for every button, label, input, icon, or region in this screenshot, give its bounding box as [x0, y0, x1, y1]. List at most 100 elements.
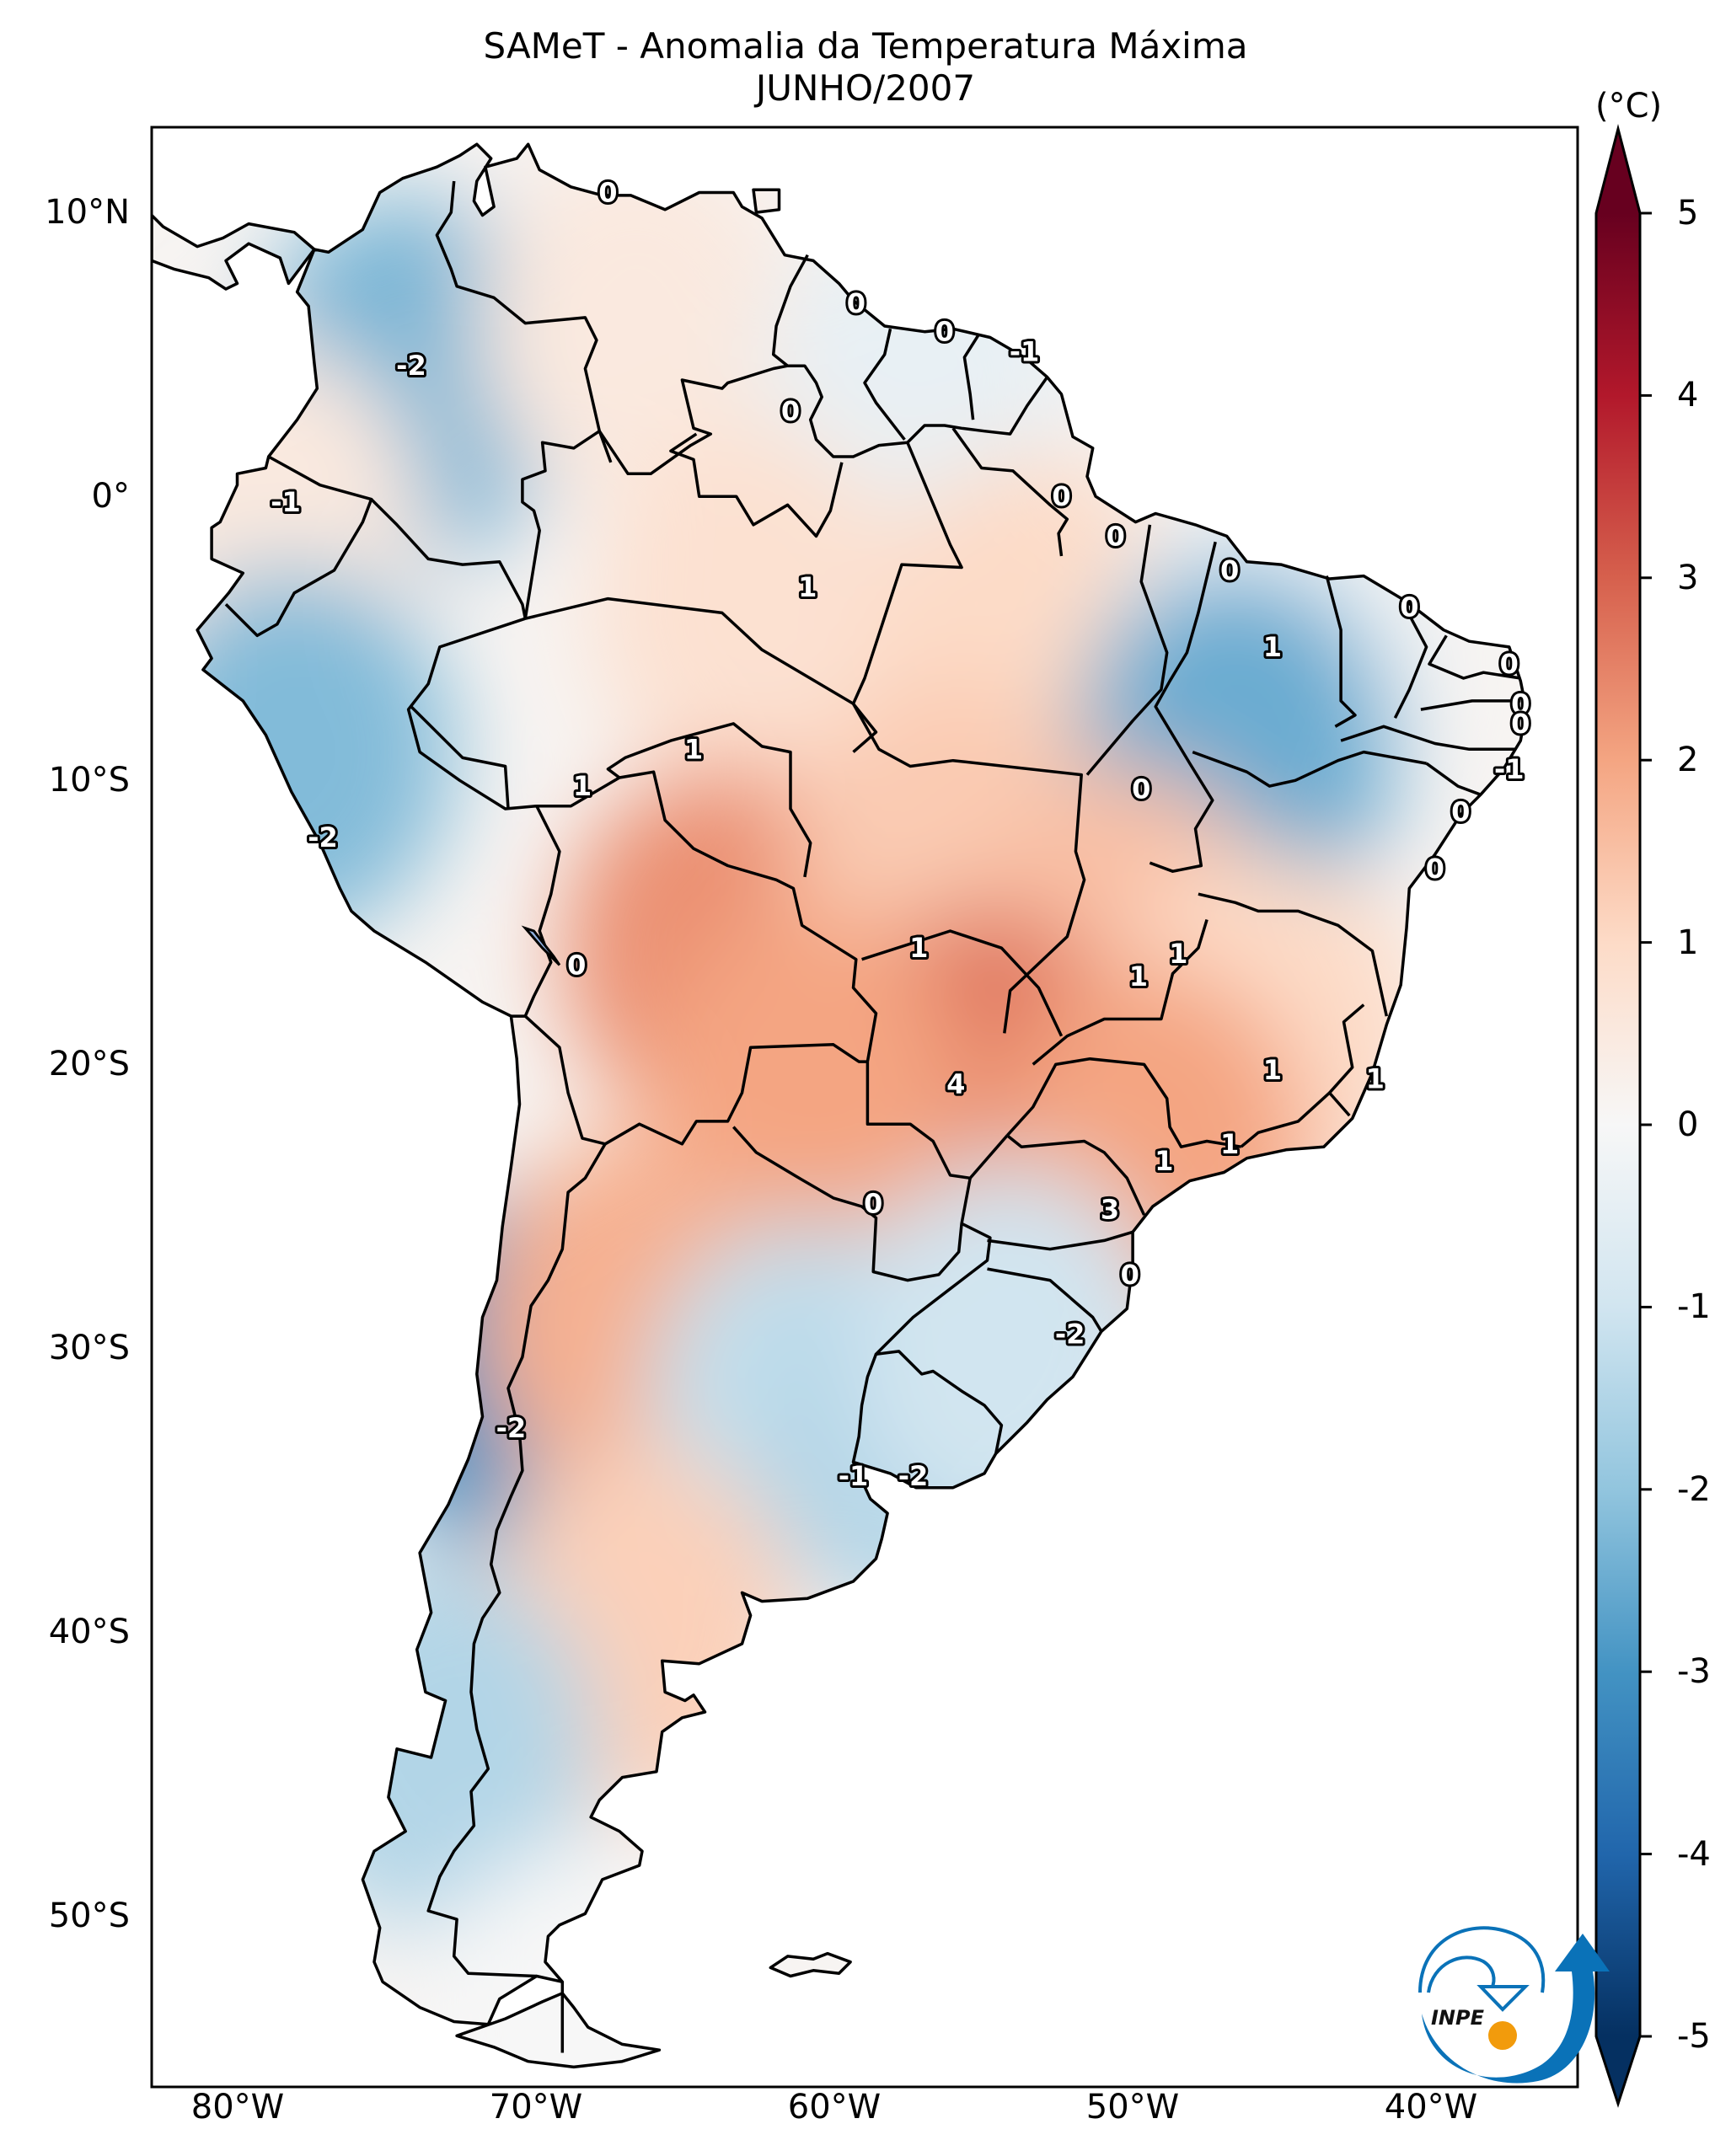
contour-label: 0	[1451, 795, 1470, 827]
country-border	[1327, 1003, 1365, 1117]
logo-outer-arc	[1418, 1926, 1546, 1993]
country-borders	[152, 142, 1528, 2069]
country-border	[524, 597, 878, 753]
lat-tick-label: 10°N	[45, 193, 130, 232]
country-border	[1340, 725, 1515, 752]
logo-orange-dot	[1488, 2021, 1517, 2050]
contour-label: 1	[1169, 938, 1187, 970]
logo-text: INPE	[1431, 2006, 1485, 2030]
contour-label: -2	[396, 350, 426, 382]
land-anomaly-field	[152, 144, 1527, 2068]
country-border	[863, 328, 906, 441]
country-border	[669, 432, 844, 538]
country-border	[951, 427, 1069, 557]
contour-label: 1	[1220, 1128, 1239, 1160]
contour-label: 1	[909, 932, 928, 964]
contour-label: 0	[1220, 554, 1239, 586]
lat-tick-label: 30°S	[48, 1329, 130, 1367]
country-border	[1149, 541, 1217, 873]
lon-tick-label: 50°W	[1085, 2088, 1180, 2127]
contour-label: 0	[1107, 520, 1125, 552]
lon-tick-label: 80°W	[190, 2088, 285, 2127]
contour-label: 0	[864, 1188, 882, 1220]
country-border	[521, 430, 601, 619]
contour-label: 0	[935, 316, 954, 348]
country-border	[1085, 524, 1169, 776]
colorbar	[1594, 124, 1652, 2108]
country-border	[426, 1142, 607, 1978]
colorbar-tick-label: -3	[1677, 1652, 1711, 1692]
coastline-panama	[152, 213, 316, 291]
country-border	[1325, 575, 1357, 728]
country-border	[1198, 892, 1389, 1017]
colorbar-tick-label: -4	[1677, 1834, 1711, 1874]
anomaly-region	[590, 425, 911, 796]
lon-tick-label: 70°W	[489, 2088, 583, 2127]
coastline-falklands	[769, 1951, 852, 1978]
country-border	[1032, 918, 1208, 1066]
country-border	[1192, 750, 1427, 788]
country-border	[224, 455, 373, 638]
contour-label: 0	[1500, 648, 1519, 680]
contour-label: 0	[1121, 1259, 1139, 1291]
contour-label: 0	[1511, 708, 1530, 740]
contour-label: 1	[1263, 631, 1282, 663]
contour-label: 0	[1511, 687, 1530, 720]
lat-tick-label: 50°S	[48, 1897, 130, 1935]
logo-arrow-down	[1476, 1985, 1530, 2012]
country-border	[524, 1014, 868, 1146]
contour-label: 0	[781, 395, 800, 427]
country-border	[851, 1353, 878, 1463]
contour-label: 1	[1155, 1145, 1173, 1177]
logo-inner-arc	[1427, 1955, 1496, 1993]
country-border	[962, 334, 980, 420]
country-border	[1005, 1057, 1241, 1148]
country-border	[536, 770, 878, 1062]
country-border	[874, 1222, 1004, 1454]
country-border	[606, 722, 812, 878]
lon-tick-label: 60°W	[787, 2088, 882, 2127]
contour-label: 1	[798, 571, 817, 603]
colorbar-tick-label: 0	[1677, 1105, 1699, 1144]
inpe-logo: INPE	[1418, 1926, 1610, 2084]
colorbar-ticks	[1640, 211, 1652, 2038]
country-border	[771, 254, 1049, 458]
contour-label: -2	[496, 1412, 527, 1444]
country-border	[1425, 762, 1482, 796]
contour-label: 1	[1366, 1062, 1385, 1094]
country-border	[598, 364, 788, 476]
colorbar-tick-label: 4	[1677, 376, 1699, 415]
contour-label: 0	[567, 949, 586, 981]
contour-label: 1	[1263, 1054, 1282, 1086]
contour-label: -2	[1055, 1319, 1085, 1351]
contour-label: 0	[1426, 853, 1444, 885]
country-border	[987, 1230, 1133, 1251]
chart-title: SAMeT - Anomalia da Temperatura Máxima	[483, 25, 1248, 67]
contour-label: -1	[271, 486, 301, 518]
coastline	[196, 142, 1528, 2026]
lake-titicaca	[521, 925, 561, 966]
axes-frame	[150, 126, 1579, 2089]
colorbar-gradient	[1596, 213, 1640, 2036]
contour-label: 1	[684, 733, 703, 765]
contour-label: 0	[598, 177, 617, 209]
contour-label: 1	[1129, 960, 1148, 992]
colorbar-tick-label: -1	[1677, 1287, 1711, 1327]
colorbar-tick-label: 1	[1677, 923, 1699, 962]
contour-label: -1	[1494, 753, 1525, 785]
lat-tick-label: 40°S	[48, 1613, 130, 1651]
colorbar-extend-min	[1596, 2036, 1640, 2104]
country-border	[370, 498, 528, 619]
country-border	[410, 705, 510, 810]
contour-label: 0	[1052, 480, 1070, 512]
anomaly-region	[847, 1163, 1168, 1534]
country-border	[851, 441, 963, 705]
coastline-trinidad	[752, 188, 781, 214]
country-border	[1006, 1134, 1146, 1216]
country-border	[1428, 634, 1521, 680]
country-border	[987, 1267, 1103, 1333]
contour-label: 0	[1400, 591, 1418, 623]
